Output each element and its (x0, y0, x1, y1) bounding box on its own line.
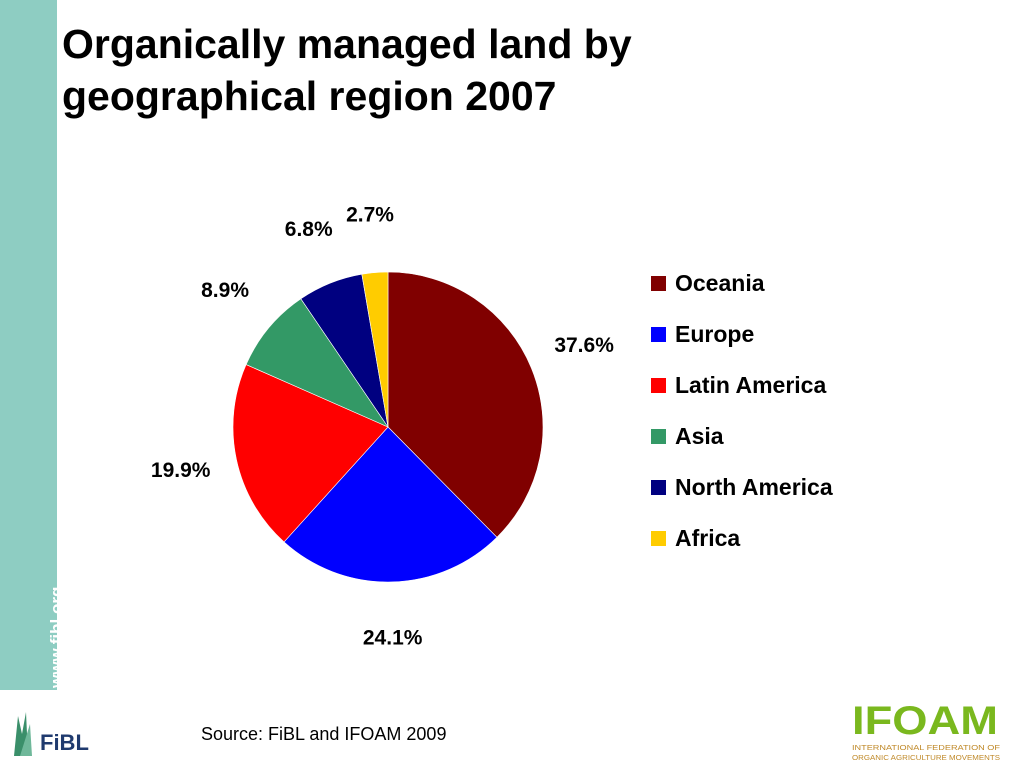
legend-item-oceania: Oceania (651, 258, 833, 309)
title-line-1: Organically managed land by (62, 21, 632, 67)
legend-item-europe: Europe (651, 309, 833, 360)
legend-swatch-latin-america (651, 378, 666, 393)
pie-slice-oceania (387, 271, 544, 538)
legend-swatch-europe (651, 327, 666, 342)
legend-item-asia: Asia (651, 411, 833, 462)
chart-legend: Oceania Europe Latin America Asia North Amer… (651, 258, 833, 564)
legend-label-asia: Asia (675, 423, 724, 449)
pie-label-oceania: 37.6% (554, 334, 614, 357)
legend-label-north-america: North America (675, 474, 833, 500)
ifoam-logo: IFOAM INTERNATIONAL FEDERATION OF ORGANI… (852, 699, 1000, 762)
pie-label-north-america: 6.8% (285, 218, 333, 241)
pie-value-labels: 37.6% 24.1% 19.9% 8.9% 6.8% 2.7% (151, 203, 614, 649)
legend-label-europe: Europe (675, 321, 755, 347)
legend-swatch-asia (651, 429, 666, 444)
legend-item-north-america: North America (651, 462, 833, 513)
pie-slice-asia (245, 298, 389, 428)
pie-label-latin-america: 19.9% (151, 459, 211, 482)
source-note: Source: FiBL and IFOAM 2009 (201, 724, 447, 744)
pie-slice-latin-america (232, 364, 389, 543)
legend-swatch-oceania (651, 276, 666, 291)
legend-swatch-north-america (651, 480, 666, 495)
svg-text:INTERNATIONAL FEDERATION OF: INTERNATIONAL FEDERATION OF (852, 743, 1000, 752)
legend-label-africa: Africa (675, 525, 741, 551)
pie-slice-europe (283, 426, 498, 583)
svg-text:IFOAM: IFOAM (852, 699, 998, 743)
legend-swatch-africa (651, 531, 666, 546)
legend-item-latin-america: Latin America (651, 360, 833, 411)
svg-text:FiBL: FiBL (40, 730, 89, 755)
fibl-logo: FiBL (14, 712, 89, 756)
pie-slice-africa (361, 271, 389, 428)
legend-label-oceania: Oceania (675, 270, 765, 296)
pie-label-europe: 24.1% (363, 626, 423, 649)
pie-label-asia: 8.9% (201, 279, 249, 302)
legend-item-africa: Africa (651, 513, 833, 564)
pie-slices (232, 271, 544, 583)
page-title: Organically managed land by geographical… (62, 18, 762, 122)
sidebar (0, 0, 57, 690)
pie-label-africa: 2.7% (346, 203, 394, 226)
svg-text:ORGANIC AGRICULTURE MOVEMENTS: ORGANIC AGRICULTURE MOVEMENTS (852, 753, 1000, 762)
title-line-2: geographical region 2007 (62, 73, 557, 119)
legend-label-latin-america: Latin America (675, 372, 827, 398)
